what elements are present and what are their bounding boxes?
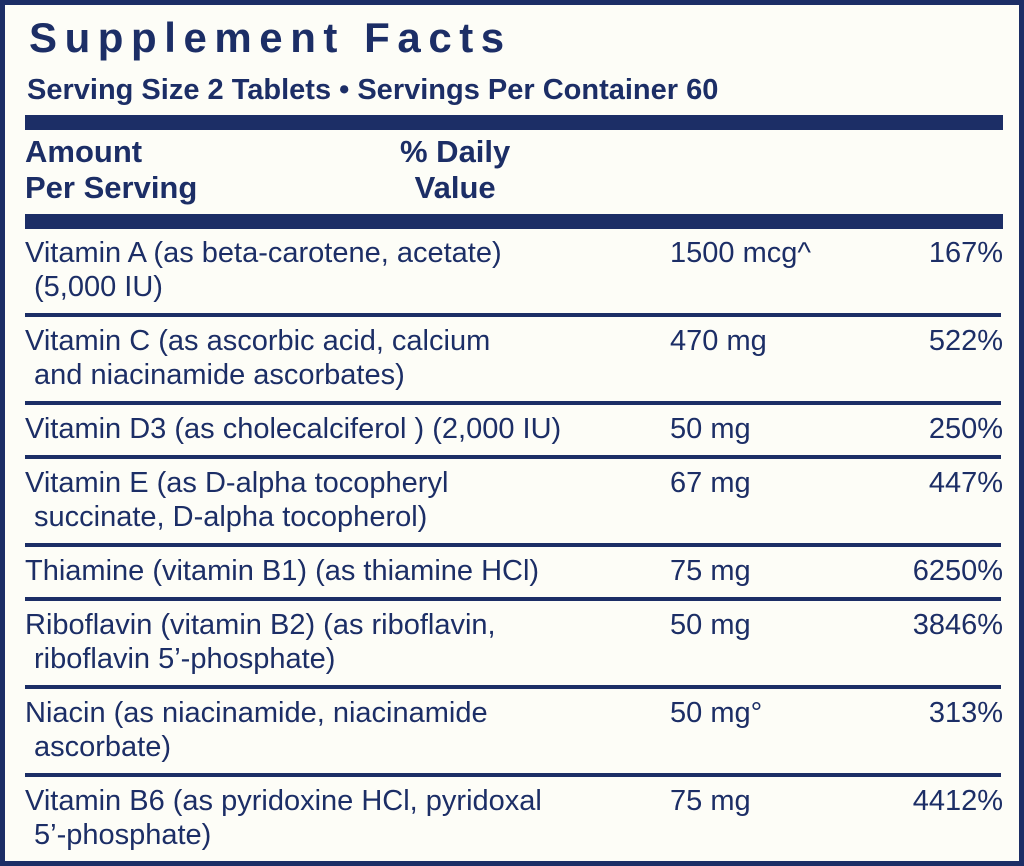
nutrient-row-riboflavin: Riboflavin (vitamin B2) (as riboflavin, … (25, 601, 1003, 685)
divider-line (25, 455, 1001, 459)
nutrient-row-vitamin-a: Vitamin A (as beta-carotene, acetate) (5… (25, 229, 1003, 313)
nutrient-name: Niacin (as niacinamide, niacinamide asco… (25, 697, 488, 763)
nutrient-amount: 50 mg° (670, 697, 763, 729)
nutrient-name: Thiamine (vitamin B1) (as thiamine HCl) (25, 555, 540, 587)
divider-thick-header (25, 214, 1003, 229)
divider-line (25, 313, 1001, 317)
nutrient-row-vitamin-d3: Vitamin D3 (as cholecalciferol ) (2,000 … (25, 405, 1003, 455)
nutrient-amount: 50 mg (670, 413, 751, 445)
nutrient-row-thiamine: Thiamine (vitamin B1) (as thiamine HCl) … (25, 547, 1003, 597)
divider-line (25, 597, 1001, 601)
column-header-amount-line2: Per Serving (25, 170, 198, 205)
nutrient-row-vitamin-e: Vitamin E (as D-alpha tocopheryl succina… (25, 459, 1003, 543)
divider-line (25, 773, 1001, 777)
nutrient-amount: 1500 mcg^ (670, 237, 811, 269)
nutrient-amount: 50 mg (670, 609, 751, 641)
nutrient-daily-value: 6250% (912, 555, 1003, 587)
column-header-dv-line1: % Daily (400, 134, 511, 169)
nutrient-daily-value: 313% (928, 697, 1003, 729)
nutrient-name: Vitamin D3 (as cholecalciferol ) (2,000 … (25, 413, 562, 445)
nutrient-row-niacin: Niacin (as niacinamide, niacinamide asco… (25, 689, 1003, 773)
nutrient-daily-value: 3846% (912, 609, 1003, 641)
page-title: Supplement Facts (29, 14, 512, 61)
nutrient-daily-value: 167% (928, 237, 1003, 269)
divider-thick-top (25, 115, 1003, 130)
nutrient-amount: 75 mg (670, 785, 751, 817)
nutrient-daily-value: 447% (928, 467, 1003, 499)
nutrient-name: Vitamin E (as D-alpha tocopheryl succina… (25, 467, 449, 533)
nutrient-amount: 67 mg (670, 467, 751, 499)
nutrient-row-vitamin-c: Vitamin C (as ascorbic acid, calcium and… (25, 317, 1003, 401)
column-headers: Amount Per Serving % Daily Value (25, 134, 1003, 206)
column-header-amount-line1: Amount (25, 134, 143, 169)
nutrient-daily-value: 522% (928, 325, 1003, 357)
nutrient-name: Riboflavin (vitamin B2) (as riboflavin, … (25, 609, 496, 675)
serving-info: Serving Size 2 Tablets • Servings Per Co… (27, 74, 719, 106)
divider-line (25, 685, 1001, 689)
panel-content: Supplement Facts Serving Size 2 Tablets … (5, 5, 1019, 861)
nutrient-row-vitamin-b6: Vitamin B6 (as pyridoxine HCl, pyridoxal… (25, 777, 1003, 861)
divider-line (25, 543, 1001, 547)
nutrient-name: Vitamin B6 (as pyridoxine HCl, pyridoxal… (25, 785, 542, 851)
nutrient-daily-value: 4412% (912, 785, 1003, 817)
column-header-dv-line2: Value (414, 170, 496, 205)
nutrient-name: Vitamin C (as ascorbic acid, calcium and… (25, 325, 491, 391)
nutrient-name: Vitamin A (as beta-carotene, acetate) (5… (25, 237, 502, 303)
column-header-daily-value: % Daily Value (400, 134, 510, 206)
nutrient-amount: 75 mg (670, 555, 751, 587)
divider-line (25, 401, 1001, 405)
column-header-spacer (510, 134, 1003, 206)
nutrient-amount: 470 mg (670, 325, 767, 357)
nutrient-daily-value: 250% (928, 413, 1003, 445)
column-header-amount: Amount Per Serving (25, 134, 400, 206)
